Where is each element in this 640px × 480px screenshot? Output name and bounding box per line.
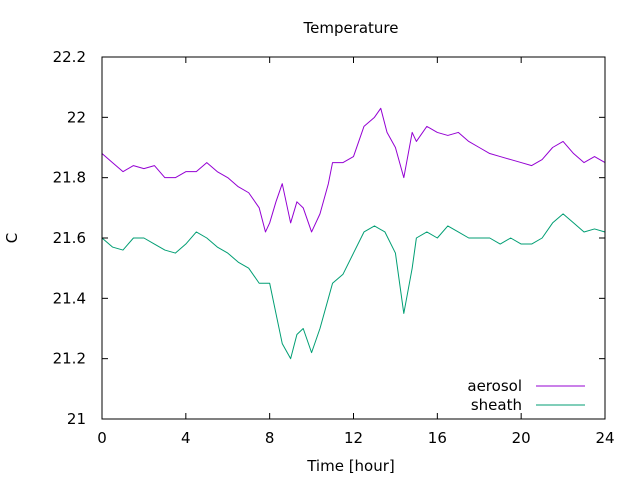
x-tick-label: 24	[595, 429, 614, 447]
y-tick-label: 22.2	[53, 48, 86, 66]
x-tick-label: 12	[344, 429, 363, 447]
legend-label-aerosol: aerosol	[467, 377, 522, 395]
series-line-aerosol	[101, 107, 606, 233]
x-tick-label: 20	[512, 429, 531, 447]
y-tick-label: 22	[67, 108, 86, 126]
x-tick-label: 16	[428, 429, 447, 447]
chart-title: Temperature	[302, 19, 398, 37]
tick-layer: 0 4 8 12 16 20 24 21 21.2 21.4 21.6 21.8 22 22.2	[53, 48, 615, 447]
y-tick-label: 21	[67, 410, 86, 428]
y-tick-label: 21.2	[53, 350, 86, 368]
legend-label-sheath: sheath	[471, 396, 522, 414]
series-layer	[101, 107, 606, 360]
y-axis-label: C	[3, 233, 21, 243]
plot-frame	[101, 56, 606, 420]
x-tick-label: 8	[265, 429, 275, 447]
y-tick-label: 21.4	[53, 289, 86, 307]
y-tick-label: 21.8	[53, 169, 86, 187]
x-tick-label: 4	[181, 429, 191, 447]
y-tick-label: 21.6	[53, 229, 86, 247]
x-axis-label: Time [hour]	[306, 457, 395, 475]
series-line-sheath	[101, 213, 606, 360]
x-tick-label: 0	[97, 429, 107, 447]
